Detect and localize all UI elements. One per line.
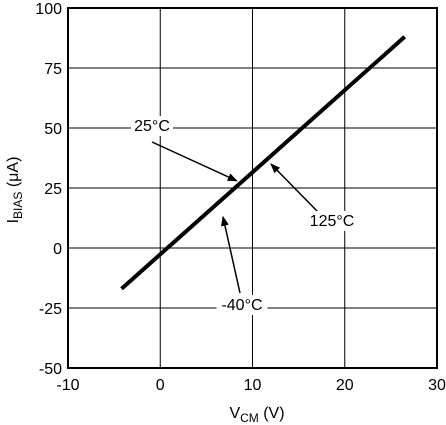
tick-layer: -10 0 10 20 30 -50 -25 0 25 50 75 100 — [35, 1, 446, 394]
annotation-label: -40°C — [221, 297, 262, 314]
grid-layer — [68, 8, 437, 368]
y-tick-label: -25 — [39, 301, 62, 318]
annotation-arrow — [151, 141, 238, 182]
x-axis-title-sub: CM — [240, 411, 259, 425]
y-axis-title-unit: (μA) — [5, 157, 22, 192]
plot-frame — [67, 7, 438, 369]
annotation-label-bg — [216, 295, 268, 315]
annotation-label-bg — [131, 116, 173, 136]
x-tick-label: 30 — [428, 377, 446, 394]
x-axis-title-main: V — [229, 405, 240, 422]
annotation-label: 25°C — [134, 118, 170, 135]
annotation-arrow — [270, 163, 319, 213]
series-layer — [120, 35, 407, 291]
y-axis-title: IBIAS (μA) — [5, 157, 25, 224]
x-tick-label: 20 — [336, 377, 354, 394]
series-line — [120, 35, 407, 291]
annotation-label-bg — [306, 211, 358, 231]
annotation-arrow — [221, 215, 241, 294]
y-tick-label: 100 — [35, 1, 62, 18]
annotation-layer: 25°C 125°C -40°C — [131, 116, 358, 315]
y-tick-label: 75 — [44, 61, 62, 78]
y-tick-label: 50 — [44, 121, 62, 138]
y-axis-title-sub: BIAS — [11, 192, 25, 219]
x-axis-title: VCM (V) — [229, 405, 284, 425]
x-tick-label: 0 — [156, 377, 165, 394]
annotation-label: 125°C — [310, 213, 355, 230]
x-axis-title-unit: (V) — [259, 405, 285, 422]
y-tick-label: 0 — [53, 241, 62, 258]
x-tick-label: 10 — [244, 377, 262, 394]
y-tick-label: 25 — [44, 181, 62, 198]
x-tick-label: -10 — [56, 377, 79, 394]
y-tick-label: -50 — [39, 361, 62, 378]
y-axis-title-main: I — [5, 219, 22, 223]
